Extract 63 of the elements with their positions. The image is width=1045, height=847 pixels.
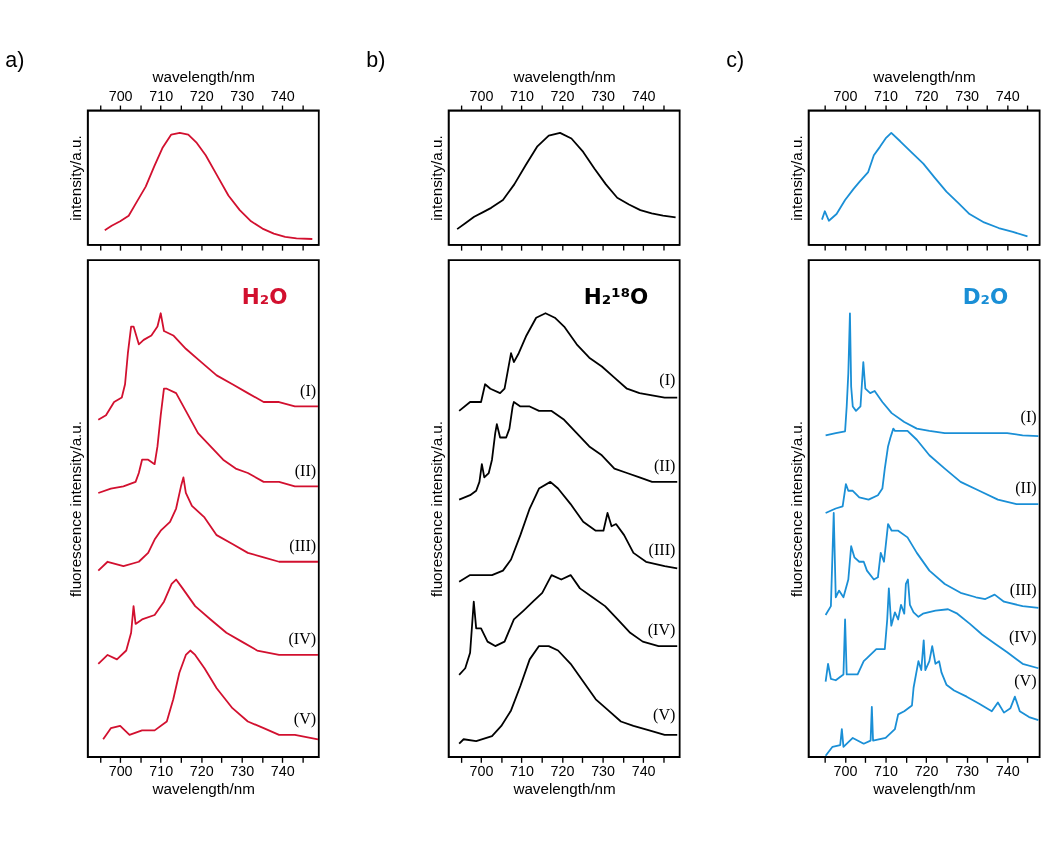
y-axis-title: fluorescence intensity/a.u.: [427, 420, 445, 597]
x-tick-label: 740: [631, 88, 656, 105]
series-label: (V): [293, 710, 317, 729]
y-axis-title: fluorescence intensity/a.u.: [787, 420, 805, 597]
x-tick-label: 720: [189, 88, 214, 105]
x-axis-title: wavelength/nm: [872, 780, 976, 798]
x-tick-label: 740: [995, 763, 1020, 780]
x-tick-label: 740: [631, 763, 656, 780]
x-tick-label: 720: [189, 763, 214, 780]
x-axis-title: wavelength/nm: [512, 68, 616, 86]
x-tick-label: 700: [108, 88, 133, 105]
x-tick-label: 730: [230, 763, 255, 780]
text: H₂¹⁸O: [583, 283, 649, 309]
series-label: (I): [659, 370, 676, 389]
x-tick-label: 700: [833, 88, 858, 105]
series-label: (IV): [288, 630, 317, 649]
series-label: (II): [294, 461, 317, 480]
series-label: (V): [1014, 671, 1037, 690]
y-axis-title: intensity/a.u.: [67, 135, 85, 221]
chart-title: a): [5, 47, 25, 72]
x-tick-label: 710: [149, 763, 174, 780]
y-axis-title: fluorescence intensity/a.u.: [67, 420, 85, 597]
x-tick-label: 700: [833, 763, 858, 780]
x-tick-label: 700: [469, 88, 494, 105]
x-tick-label: 740: [270, 88, 295, 105]
x-tick-label: 730: [591, 763, 616, 780]
x-tick-label: 710: [874, 763, 899, 780]
series-label: (II): [653, 457, 676, 476]
chart-title: b): [366, 47, 386, 72]
series-label: (II): [1015, 479, 1037, 498]
x-axis-title: wavelength/nm: [512, 780, 616, 798]
text: H₂O: [241, 283, 288, 309]
x-axis-title: wavelength/nm: [151, 68, 255, 86]
x-tick-label: 740: [270, 763, 295, 780]
x-tick-label: 720: [550, 88, 575, 105]
x-tick-label: 710: [510, 763, 534, 780]
series-label: (I): [1020, 408, 1037, 427]
x-tick-label: 730: [955, 763, 980, 780]
series-label: (IV): [1008, 627, 1037, 646]
x-tick-label: 740: [995, 88, 1020, 105]
x-tick-label: 720: [550, 763, 575, 780]
series-label: (IV): [647, 621, 676, 640]
x-tick-label: 730: [591, 88, 616, 105]
x-tick-label: 710: [874, 88, 899, 105]
series-label: (I): [300, 381, 317, 400]
x-tick-label: 720: [914, 88, 939, 105]
chart-title: c): [726, 47, 745, 72]
x-axis-title: wavelength/nm: [872, 68, 976, 86]
x-tick-label: 730: [230, 88, 255, 105]
x-tick-label: 720: [914, 763, 939, 780]
series-label: (III): [648, 541, 676, 560]
series-label: (III): [289, 537, 317, 556]
y-axis-title: intensity/a.u.: [787, 135, 805, 221]
x-axis-title: wavelength/nm: [151, 780, 255, 798]
series-label: (III): [1009, 581, 1037, 600]
x-tick-label: 700: [108, 763, 133, 780]
x-tick-label: 710: [149, 88, 174, 105]
series-label: (V): [653, 705, 676, 724]
text: D₂O: [962, 283, 1009, 309]
y-axis-title: intensity/a.u.: [427, 135, 445, 221]
x-tick-label: 700: [469, 763, 494, 780]
x-tick-label: 730: [955, 88, 980, 105]
x-tick-label: 710: [510, 88, 534, 105]
